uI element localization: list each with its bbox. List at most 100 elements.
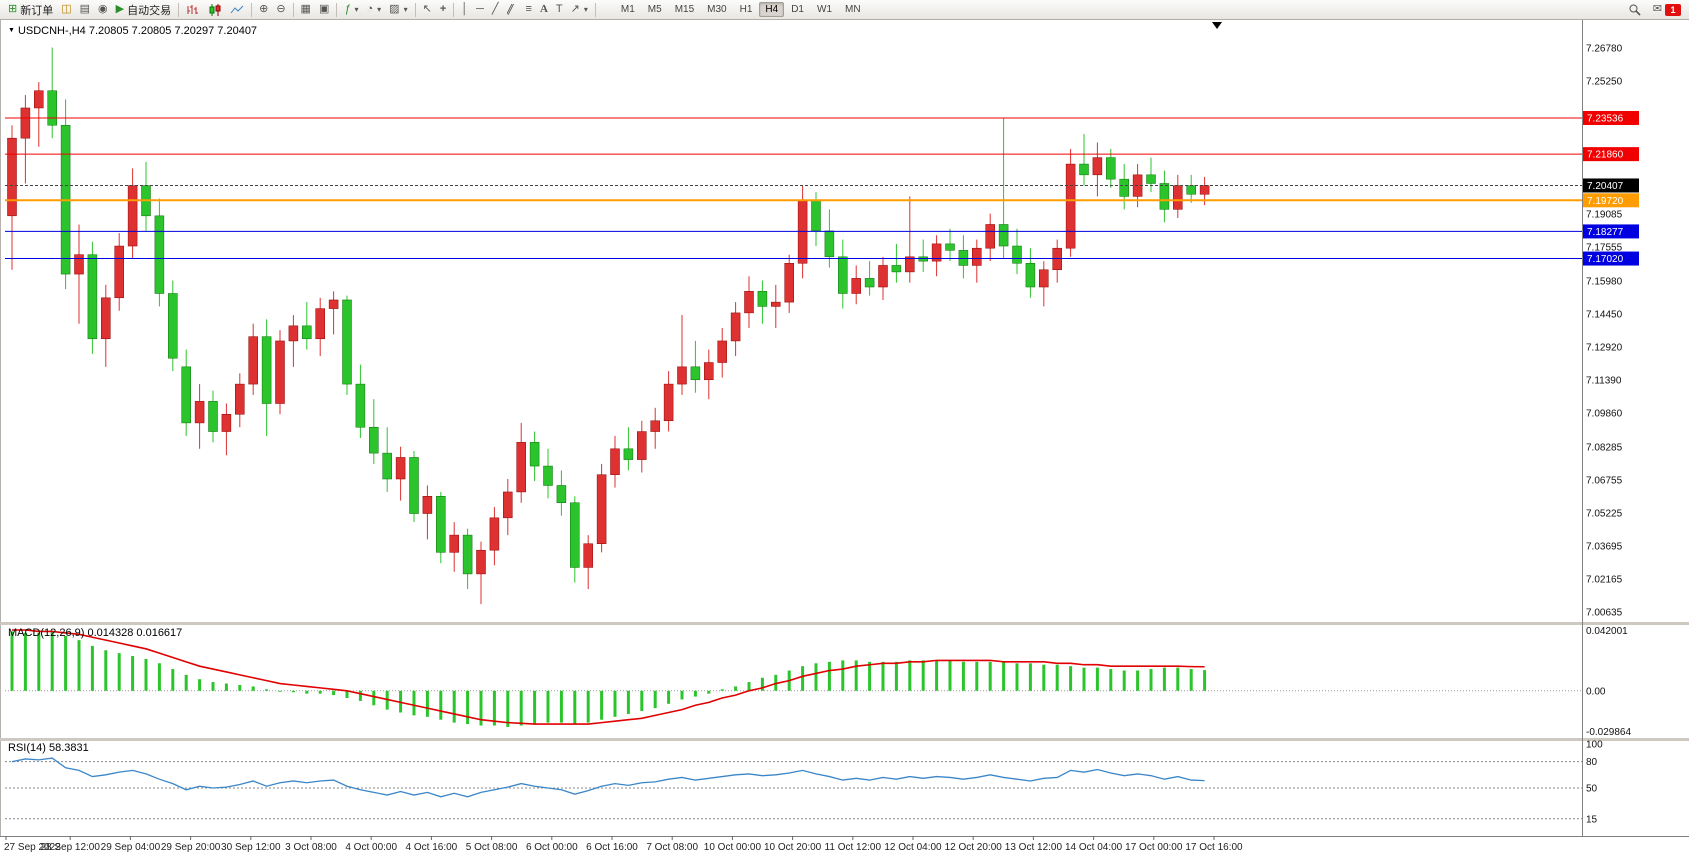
timeframe-m15-button[interactable]: M15 [674, 4, 695, 15]
svg-text:7.19720: 7.19720 [1587, 196, 1624, 207]
timeframe-d1-button[interactable]: D1 [791, 4, 804, 15]
timeframe-h4-button[interactable]: H4 [759, 2, 785, 17]
toolbar-separator [251, 2, 253, 17]
svg-text:7.09860: 7.09860 [1586, 408, 1623, 419]
svg-text:3 Oct 08:00: 3 Oct 08:00 [285, 842, 337, 853]
trendline-tool-button[interactable]: ╱ [488, 1, 503, 18]
profiles-button[interactable]: ▤ [76, 1, 94, 18]
indicators-icon: ƒ [344, 3, 351, 15]
horizontal-lines: 7.23536 7.21860 7.19720 7.18277 7.17020 [5, 110, 1639, 266]
line-chart-button[interactable] [226, 1, 248, 18]
main-toolbar: ⊞ 新订单 ◫ ▤ ◉ ▶ 自动交易 ⊕ ⊖ ▦ ▣ ƒ ▾ ◔ ▾ ▨ ▾ ↖ + … [0, 0, 1689, 20]
rsi-panel: 100 80 50 15 [5, 740, 1603, 825]
svg-text:7.20407: 7.20407 [1587, 181, 1624, 192]
tile-windows-icon: ▦ [300, 3, 311, 15]
macd-label: MACD(12,26,9) 0.014328 0.016617 [8, 627, 183, 639]
tile-windows-button[interactable]: ▦ [297, 1, 315, 18]
svg-text:5 Oct 08:00: 5 Oct 08:00 [466, 842, 518, 853]
crosshair-button[interactable]: + [436, 1, 450, 18]
new-order-label: 新订单 [20, 4, 54, 17]
timeframe-mn-button[interactable]: MN [845, 4, 861, 15]
svg-text:0.00: 0.00 [1586, 686, 1606, 697]
hline-tool-button[interactable]: ─ [472, 1, 488, 18]
candlestick-chart-button[interactable] [204, 1, 226, 18]
zoom-in-button[interactable]: ⊕ [255, 1, 272, 18]
toolbar-separator [453, 2, 455, 17]
cascade-windows-button[interactable]: ▣ [315, 1, 333, 18]
zoom-out-icon: ⊖ [276, 3, 286, 15]
templates-button[interactable]: ▨ ▾ [385, 1, 411, 18]
svg-text:7.03695: 7.03695 [1586, 541, 1623, 552]
channel-tool-button[interactable]: ╱╱ [503, 1, 522, 18]
search-button[interactable] [1624, 1, 1645, 18]
rsi-label: RSI(14) 58.3831 [8, 742, 89, 754]
svg-text:100: 100 [1586, 740, 1603, 751]
profiles-icon: ▤ [79, 3, 91, 15]
trendline-icon: ╱ [491, 3, 499, 15]
indicators-button[interactable]: ƒ ▾ [340, 1, 362, 18]
new-order-button[interactable]: ⊞ 新订单 [4, 1, 57, 18]
svg-text:7.26780: 7.26780 [1586, 44, 1623, 55]
svg-text:50: 50 [1586, 784, 1598, 795]
timeframe-h1-button[interactable]: H1 [739, 4, 753, 15]
text-tool-button[interactable]: A [536, 1, 552, 18]
periods-button[interactable]: ◔ ▾ [363, 1, 386, 18]
vline-tool-button[interactable]: │ [457, 1, 472, 18]
notification-badge: 1 [1665, 3, 1681, 16]
zoom-out-button[interactable]: ⊖ [272, 1, 289, 18]
svg-text:7.14450: 7.14450 [1586, 309, 1623, 320]
svg-text:13 Oct 12:00: 13 Oct 12:00 [1005, 842, 1063, 853]
svg-text:80: 80 [1586, 757, 1598, 768]
autotrade-label: 自动交易 [127, 4, 172, 17]
cursor-button[interactable]: ↖ [419, 1, 436, 18]
new-chart-button[interactable]: ◫ [57, 1, 75, 18]
timeframe-m30-button[interactable]: M30 [707, 4, 727, 15]
caret-down-icon: ▾ [403, 5, 408, 14]
svg-text:0.042001: 0.042001 [1586, 626, 1628, 637]
svg-text:7.21860: 7.21860 [1587, 150, 1624, 161]
channel-icon: ╱╱ [506, 4, 515, 15]
svg-text:4 Oct 00:00: 4 Oct 00:00 [345, 842, 397, 853]
timeframe-m1-button[interactable]: M1 [620, 4, 635, 15]
arrows-tool-button[interactable]: ↗ ▾ [567, 1, 592, 18]
toolbar-separator [336, 2, 338, 17]
svg-text:4 Oct 16:00: 4 Oct 16:00 [406, 842, 458, 853]
price-axis: 7.26780 7.25250 7.19085 7.17555 7.15980 7.144… [1586, 44, 1623, 619]
svg-text:7.06755: 7.06755 [1586, 475, 1623, 486]
symbol-dropdown-icon[interactable]: ▼ [8, 27, 15, 34]
bar-chart-button[interactable] [182, 1, 204, 18]
clock-icon: ◔ [366, 3, 374, 15]
toolbar-separator [178, 2, 180, 17]
text-icon: A [539, 3, 548, 15]
svg-text:7.12920: 7.12920 [1586, 342, 1623, 353]
svg-text:7.19085: 7.19085 [1586, 209, 1623, 220]
svg-text:10 Oct 20:00: 10 Oct 20:00 [764, 842, 822, 853]
svg-text:17 Oct 00:00: 17 Oct 00:00 [1125, 842, 1183, 853]
data-window-button[interactable]: ◉ [94, 1, 112, 18]
template-icon: ▨ [389, 3, 400, 15]
caret-down-icon: ▾ [377, 5, 382, 14]
label-tool-button[interactable]: T [552, 1, 567, 18]
autotrade-button[interactable]: ▶ 自动交易 [112, 1, 175, 18]
macd-panel: 0.042001 0.00 -0.029864 [5, 626, 1631, 738]
svg-text:7.02165: 7.02165 [1586, 574, 1623, 585]
fibonacci-tool-button[interactable]: ≡ [522, 1, 536, 18]
svg-text:7.17020: 7.17020 [1587, 254, 1624, 265]
svg-text:30 Sep 12:00: 30 Sep 12:00 [221, 842, 281, 853]
zoom-in-icon: ⊕ [259, 3, 269, 15]
timeframe-w1-button[interactable]: W1 [817, 4, 832, 15]
autotrade-icon: ▶ [115, 3, 125, 15]
timeframe-m5-button[interactable]: M5 [647, 4, 662, 15]
svg-text:12 Oct 04:00: 12 Oct 04:00 [884, 842, 942, 853]
svg-text:28 Sep 12:00: 28 Sep 12:00 [40, 842, 100, 853]
toolbar-separator [414, 2, 416, 17]
svg-text:14 Oct 04:00: 14 Oct 04:00 [1065, 842, 1123, 853]
svg-text:15: 15 [1586, 814, 1598, 825]
new-order-icon: ⊞ [8, 3, 18, 15]
notifications-button[interactable]: ✉ 1 [1649, 1, 1685, 18]
cursor-icon: ↖ [422, 3, 432, 15]
svg-text:7.23536: 7.23536 [1587, 113, 1624, 124]
chart-title-row: ▼ USDCNH-,H4 7.20805 7.20805 7.20297 7.20… [8, 25, 257, 37]
